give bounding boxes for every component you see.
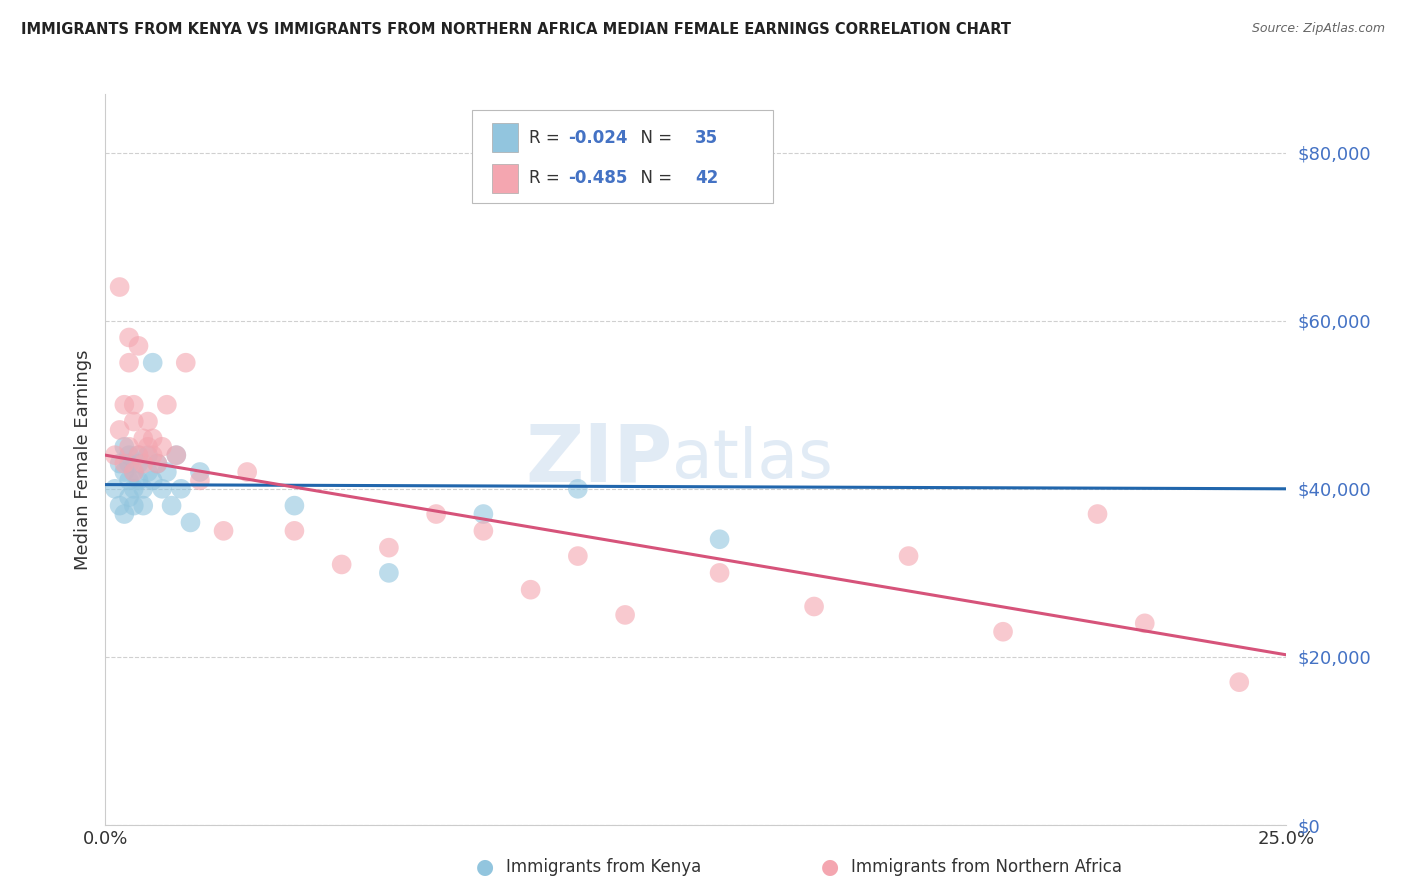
Point bbox=[132, 431, 155, 445]
Text: -0.024: -0.024 bbox=[568, 128, 628, 146]
Point bbox=[128, 474, 150, 488]
Point bbox=[283, 524, 305, 538]
Point bbox=[1133, 616, 1156, 631]
Text: Immigrants from Kenya: Immigrants from Kenya bbox=[506, 858, 702, 876]
Point bbox=[709, 566, 731, 580]
Point bbox=[142, 431, 165, 445]
Point bbox=[614, 607, 637, 622]
Point bbox=[150, 482, 173, 496]
Point bbox=[122, 465, 145, 479]
Point bbox=[132, 482, 155, 496]
Point bbox=[122, 465, 145, 479]
Point bbox=[132, 499, 155, 513]
Point bbox=[378, 541, 401, 555]
Point bbox=[156, 398, 179, 412]
Point bbox=[136, 465, 159, 479]
Point bbox=[142, 448, 165, 462]
Point bbox=[104, 482, 127, 496]
Point bbox=[188, 474, 211, 488]
Point bbox=[142, 356, 165, 370]
Point bbox=[1227, 675, 1250, 690]
Point bbox=[709, 533, 731, 547]
Text: 42: 42 bbox=[695, 169, 718, 187]
Point bbox=[122, 499, 145, 513]
Point bbox=[170, 482, 193, 496]
Point bbox=[174, 356, 197, 370]
Point bbox=[128, 339, 150, 353]
Point bbox=[425, 507, 447, 521]
Point bbox=[118, 356, 141, 370]
Point bbox=[378, 566, 401, 580]
Point bbox=[118, 440, 141, 454]
Text: ●: ● bbox=[477, 857, 494, 877]
Point bbox=[122, 415, 145, 429]
Point bbox=[165, 448, 187, 462]
Point bbox=[118, 474, 141, 488]
FancyBboxPatch shape bbox=[471, 110, 773, 203]
Point bbox=[179, 516, 201, 530]
Point bbox=[132, 457, 155, 471]
Point bbox=[108, 457, 131, 471]
Point bbox=[118, 448, 141, 462]
Point bbox=[118, 330, 141, 344]
Point bbox=[160, 499, 183, 513]
Point bbox=[136, 448, 159, 462]
Point bbox=[991, 624, 1014, 639]
Point bbox=[188, 465, 211, 479]
Point bbox=[146, 457, 169, 471]
Point bbox=[146, 457, 169, 471]
Text: Immigrants from Northern Africa: Immigrants from Northern Africa bbox=[851, 858, 1122, 876]
Text: N =: N = bbox=[630, 169, 678, 187]
Point bbox=[472, 524, 495, 538]
Text: ●: ● bbox=[821, 857, 838, 877]
Point bbox=[236, 465, 259, 479]
Point bbox=[136, 440, 159, 454]
Text: atlas: atlas bbox=[672, 426, 834, 492]
Point bbox=[472, 507, 495, 521]
Point bbox=[112, 465, 135, 479]
Point bbox=[118, 490, 141, 504]
Point bbox=[108, 280, 131, 294]
FancyBboxPatch shape bbox=[492, 163, 517, 193]
Point bbox=[803, 599, 825, 614]
Point bbox=[122, 398, 145, 412]
Text: ZIP: ZIP bbox=[524, 420, 672, 499]
Point bbox=[112, 457, 135, 471]
Text: -0.485: -0.485 bbox=[568, 169, 628, 187]
Text: R =: R = bbox=[530, 169, 565, 187]
Y-axis label: Median Female Earnings: Median Female Earnings bbox=[73, 349, 91, 570]
Text: N =: N = bbox=[630, 128, 678, 146]
Point bbox=[128, 457, 150, 471]
Point bbox=[330, 558, 353, 572]
Text: IMMIGRANTS FROM KENYA VS IMMIGRANTS FROM NORTHERN AFRICA MEDIAN FEMALE EARNINGS : IMMIGRANTS FROM KENYA VS IMMIGRANTS FROM… bbox=[21, 22, 1011, 37]
Point bbox=[156, 465, 179, 479]
Point bbox=[108, 499, 131, 513]
Point bbox=[150, 440, 173, 454]
Point bbox=[212, 524, 235, 538]
Point bbox=[112, 398, 135, 412]
Point bbox=[112, 440, 135, 454]
Point bbox=[567, 549, 589, 563]
Point bbox=[128, 448, 150, 462]
Point bbox=[128, 448, 150, 462]
FancyBboxPatch shape bbox=[492, 123, 517, 153]
Point bbox=[108, 423, 131, 437]
Text: R =: R = bbox=[530, 128, 565, 146]
Point bbox=[136, 415, 159, 429]
Point bbox=[1087, 507, 1109, 521]
Point bbox=[567, 482, 589, 496]
Point bbox=[142, 474, 165, 488]
Point bbox=[122, 482, 145, 496]
Text: 35: 35 bbox=[695, 128, 718, 146]
Point bbox=[283, 499, 305, 513]
Point bbox=[104, 448, 127, 462]
Point bbox=[519, 582, 541, 597]
Point bbox=[118, 457, 141, 471]
Point bbox=[165, 448, 187, 462]
Text: Source: ZipAtlas.com: Source: ZipAtlas.com bbox=[1251, 22, 1385, 36]
Point bbox=[897, 549, 920, 563]
Point bbox=[112, 507, 135, 521]
